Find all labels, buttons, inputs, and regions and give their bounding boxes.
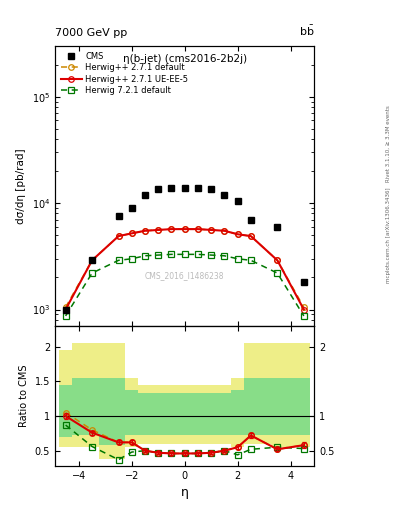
Text: 7000 GeV pp: 7000 GeV pp bbox=[55, 28, 127, 38]
Y-axis label: dσ/dη [pb/rad]: dσ/dη [pb/rad] bbox=[16, 148, 26, 224]
Text: Rivet 3.1.10, ≥ 3.3M events: Rivet 3.1.10, ≥ 3.3M events bbox=[386, 105, 391, 182]
Text: mcplots.cern.ch [arXiv:1306.3436]: mcplots.cern.ch [arXiv:1306.3436] bbox=[386, 188, 391, 283]
Text: CMS_2016_I1486238: CMS_2016_I1486238 bbox=[145, 271, 224, 280]
Legend: CMS, Herwig++ 2.7.1 default, Herwig++ 2.7.1 UE-EE-5, Herwig 7.2.1 default: CMS, Herwig++ 2.7.1 default, Herwig++ 2.… bbox=[59, 50, 190, 97]
Text: b$\bar{\text{b}}$: b$\bar{\text{b}}$ bbox=[299, 24, 314, 38]
Y-axis label: Ratio to CMS: Ratio to CMS bbox=[19, 365, 29, 427]
X-axis label: η: η bbox=[181, 486, 189, 499]
Text: η(b-jet) (cms2016-2b2j): η(b-jet) (cms2016-2b2j) bbox=[123, 54, 247, 65]
